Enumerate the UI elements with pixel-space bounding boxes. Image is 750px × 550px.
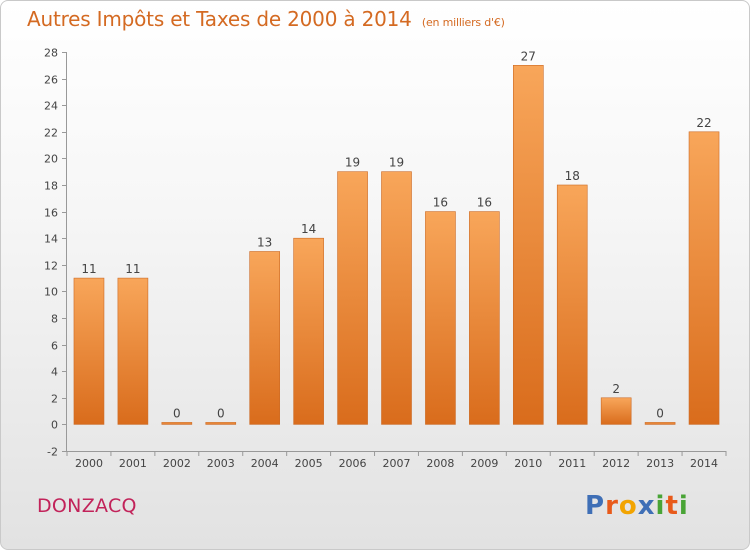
- bar: [469, 211, 500, 425]
- x-tick-label: 2003: [207, 457, 235, 470]
- data-label: 16: [433, 196, 448, 210]
- x-tick-label: 2000: [75, 457, 103, 470]
- data-label: 13: [257, 236, 272, 250]
- y-tick-label: 20: [44, 153, 58, 166]
- x-tick-label: 2014: [690, 457, 718, 470]
- logo-letter: i: [678, 491, 689, 521]
- y-tick-label: -2: [47, 446, 58, 459]
- data-label: 16: [477, 196, 492, 210]
- data-label: 22: [696, 116, 711, 130]
- x-tick-label: 2006: [339, 457, 367, 470]
- bars: [73, 65, 720, 425]
- y-tick-label: 26: [44, 74, 58, 87]
- place-name: DONZACQ: [37, 495, 137, 517]
- x-tick-label: 2013: [646, 457, 674, 470]
- x-tick-label: 2009: [470, 457, 498, 470]
- logo-letter: x: [637, 491, 656, 521]
- bar: [205, 422, 237, 425]
- logo-letter: t: [665, 491, 679, 521]
- bar: [600, 397, 632, 425]
- x-tick-label: 2010: [514, 457, 542, 470]
- bar: [117, 277, 149, 425]
- bar: [249, 251, 280, 425]
- data-label: 2: [612, 382, 620, 396]
- y-tick-label: 4: [51, 366, 58, 379]
- chart-title: Autres Impôts et Taxes de 2000 à 2014 (e…: [27, 7, 505, 31]
- y-tick-label: 28: [44, 47, 58, 60]
- bar: [161, 422, 193, 425]
- y-tick-label: 8: [51, 313, 58, 326]
- proxiti-logo: Proxiti: [585, 491, 689, 521]
- data-label: 0: [656, 406, 664, 420]
- logo-letter: P: [585, 491, 606, 521]
- y-tick-label: 12: [44, 260, 58, 273]
- data-label: 27: [521, 49, 536, 63]
- y-tick-label: 2: [51, 393, 58, 406]
- logo-letter: i: [655, 491, 666, 521]
- x-tick-label: 2002: [163, 457, 191, 470]
- bar: [293, 237, 324, 425]
- x-tick-label: 2008: [426, 457, 454, 470]
- data-label: 18: [565, 169, 580, 183]
- y-tick-label: 14: [44, 233, 58, 246]
- bar: [337, 171, 368, 425]
- y-tick-label: 0: [51, 419, 58, 432]
- x-tick-label: 2012: [602, 457, 630, 470]
- y-tick-label: 10: [44, 286, 58, 299]
- data-label: 11: [81, 262, 96, 276]
- logo-letter: o: [618, 491, 638, 521]
- bar: [512, 65, 544, 425]
- y-tick-label: 18: [44, 180, 58, 193]
- bar: [73, 277, 105, 425]
- bar: [688, 131, 720, 425]
- bar: [644, 422, 676, 425]
- y-tick-label: 16: [44, 207, 58, 220]
- x-tick-label: 2001: [119, 457, 147, 470]
- bar: [425, 211, 456, 425]
- data-label: 0: [217, 406, 225, 420]
- title-text: Autres Impôts et Taxes de 2000 à 2014: [27, 7, 412, 31]
- logo-letter: r: [605, 491, 619, 521]
- chart-subtitle: (en milliers d'€): [421, 16, 505, 29]
- x-tick-label: 2005: [295, 457, 323, 470]
- data-label: 0: [173, 406, 181, 420]
- data-label: 19: [345, 156, 360, 170]
- bar: [556, 184, 588, 425]
- y-tick-label: 24: [44, 100, 58, 113]
- data-label: 14: [301, 222, 316, 236]
- x-tick-label: 2011: [558, 457, 586, 470]
- data-label: 11: [125, 262, 140, 276]
- y-tick-label: 22: [44, 127, 58, 140]
- data-label: 19: [389, 156, 404, 170]
- bar: [381, 171, 412, 425]
- y-tick-label: 6: [51, 340, 58, 353]
- x-tick-label: 2007: [383, 457, 411, 470]
- x-tick-label: 2004: [251, 457, 279, 470]
